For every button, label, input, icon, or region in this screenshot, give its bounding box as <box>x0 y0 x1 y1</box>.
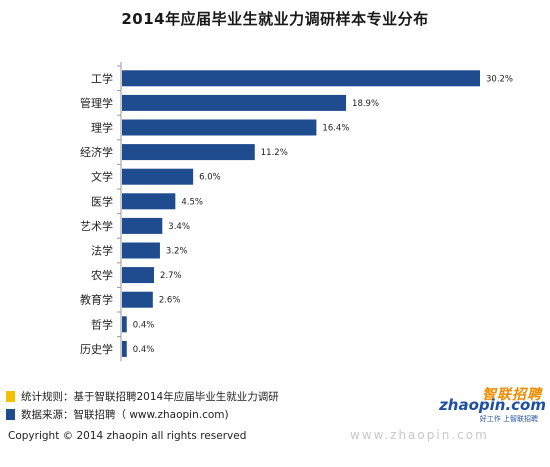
bar <box>122 316 127 333</box>
bar <box>122 144 255 161</box>
value-label: 30.2% <box>486 74 513 84</box>
value-label: 3.4% <box>168 222 190 232</box>
value-label: 0.4% <box>133 320 155 330</box>
bar <box>122 291 153 308</box>
value-label: 6.0% <box>199 173 221 183</box>
category-label: 哲学 <box>91 317 113 331</box>
category-label: 工学 <box>91 71 113 85</box>
category-label: 艺术学 <box>80 219 113 233</box>
value-label: 4.5% <box>181 197 203 207</box>
legend-item-source: 数据来源：智联招聘（ www.zhaopin.com) <box>6 407 229 422</box>
value-label: 11.2% <box>261 148 288 158</box>
legend-label-source: 数据来源：智联招聘（ www.zhaopin.com) <box>21 409 229 421</box>
category-label: 法学 <box>91 244 113 258</box>
logo-cn-text: 智联招聘 <box>482 387 542 403</box>
value-label: 18.9% <box>352 99 379 109</box>
value-label: 16.4% <box>322 124 349 134</box>
category-label: 理学 <box>91 121 113 135</box>
bar <box>122 70 480 87</box>
value-label: 2.7% <box>160 271 182 281</box>
legend-swatch-yellow <box>6 391 15 402</box>
category-label: 文学 <box>91 170 113 184</box>
value-label: 3.2% <box>166 247 188 257</box>
zhaopin-logo: 智联招聘 zhaopin.com 好工作 上智联招聘 <box>439 384 548 426</box>
category-label: 历史学 <box>80 342 113 356</box>
bar <box>122 340 127 357</box>
category-label: 农学 <box>91 268 113 282</box>
value-label: 0.4% <box>133 345 155 355</box>
bar <box>122 119 317 136</box>
legend-swatch-blue <box>6 409 15 420</box>
bar <box>122 217 163 234</box>
category-label: 教育学 <box>80 293 113 307</box>
value-label: 2.6% <box>159 296 181 306</box>
legend-label-rule: 统计规则：基于智联招聘2014年应届毕业生就业力调研 <box>21 391 279 403</box>
category-label: 医学 <box>91 194 113 208</box>
legend-item-rule: 统计规则：基于智联招聘2014年应届毕业生就业力调研 <box>6 389 279 404</box>
logo-slogan: 好工作 上智联招聘 <box>479 415 538 423</box>
watermark-text: www.zhaopin.com <box>350 428 489 442</box>
copyright-text: Copyright © 2014 zhaopin all rights rese… <box>8 430 247 442</box>
bar <box>122 242 160 259</box>
bar <box>122 168 194 185</box>
category-label: 经济学 <box>80 145 113 159</box>
bar-chart: 工学 30.2% 管理学 18.9% 理学 16.4% 经济学 11.2% 文学 6.0% 医学 4.… <box>80 62 513 362</box>
category-label: 管理学 <box>80 96 113 110</box>
bar <box>122 193 176 210</box>
bar <box>122 267 155 284</box>
chart-title: 2014年应届毕业生就业力调研样本专业分布 <box>121 10 429 28</box>
logo-en-text: zhaopin.com <box>439 396 546 414</box>
bar <box>122 94 347 111</box>
